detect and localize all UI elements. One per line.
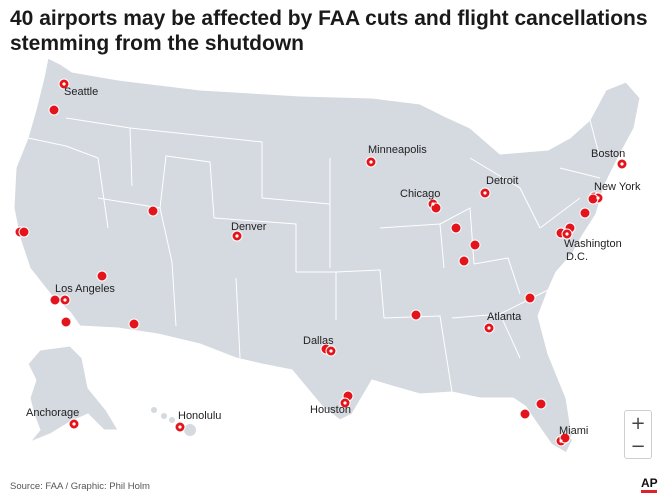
marker-portland[interactable] bbox=[48, 104, 60, 116]
label-detroit: Detroit bbox=[486, 175, 518, 187]
label-denver: Denver bbox=[231, 221, 267, 233]
label-dallas: Dallas bbox=[303, 335, 334, 347]
city-center-dots bbox=[62, 82, 624, 443]
marker-salt-lake[interactable] bbox=[147, 205, 159, 217]
marker-philadelphia[interactable] bbox=[579, 207, 591, 219]
zoom-in-button[interactable]: + bbox=[624, 410, 652, 436]
state-borders bbox=[27, 117, 601, 393]
city-labels: Seattle Minneapolis Boston Detroit Chica… bbox=[26, 86, 641, 437]
marker-phoenix[interactable] bbox=[128, 318, 140, 330]
marker-la-1[interactable] bbox=[49, 294, 61, 306]
airport-markers[interactable] bbox=[14, 78, 628, 447]
label-honolulu: Honolulu bbox=[178, 410, 221, 422]
ap-logo-bar bbox=[641, 490, 657, 493]
source-credit: Source: FAA / Graphic: Phil Holm bbox=[10, 481, 150, 492]
label-atlanta: Atlanta bbox=[487, 311, 522, 323]
marker-louisville[interactable] bbox=[458, 255, 470, 267]
marker-orlando[interactable] bbox=[535, 398, 547, 410]
label-washington-dc: D.C. bbox=[566, 251, 588, 263]
label-minneapolis: Minneapolis bbox=[368, 144, 427, 156]
label-washington: Washington bbox=[564, 238, 622, 250]
map-title: 40 airports may be affected by FAA cuts … bbox=[10, 7, 648, 55]
label-miami: Miami bbox=[559, 425, 588, 437]
label-boston: Boston bbox=[591, 148, 625, 160]
marker-cincinnati[interactable] bbox=[469, 239, 481, 251]
label-seattle: Seattle bbox=[64, 86, 98, 98]
label-houston: Houston bbox=[310, 404, 351, 416]
label-new-york: New York bbox=[594, 181, 641, 193]
label-los-angeles: Los Angeles bbox=[55, 283, 115, 295]
marker-las-vegas[interactable] bbox=[96, 270, 108, 282]
marker-new-york-3[interactable] bbox=[587, 193, 599, 205]
marker-sf-2[interactable] bbox=[18, 226, 30, 238]
hawaii-islands bbox=[151, 407, 196, 436]
us-map[interactable]: Seattle Minneapolis Boston Detroit Chica… bbox=[0, 58, 672, 468]
florida-landmass bbox=[508, 390, 572, 452]
ap-logo: AP bbox=[641, 476, 658, 490]
label-anchorage: Anchorage bbox=[26, 407, 79, 419]
contiguous-us-landmass bbox=[13, 58, 641, 451]
marker-tampa[interactable] bbox=[519, 408, 531, 420]
label-chicago: Chicago bbox=[400, 188, 440, 200]
marker-san-diego[interactable] bbox=[60, 316, 72, 328]
zoom-out-button[interactable]: − bbox=[624, 434, 652, 459]
marker-charlotte[interactable] bbox=[524, 292, 536, 304]
marker-memphis[interactable] bbox=[410, 309, 422, 321]
marker-indianapolis[interactable] bbox=[450, 222, 462, 234]
